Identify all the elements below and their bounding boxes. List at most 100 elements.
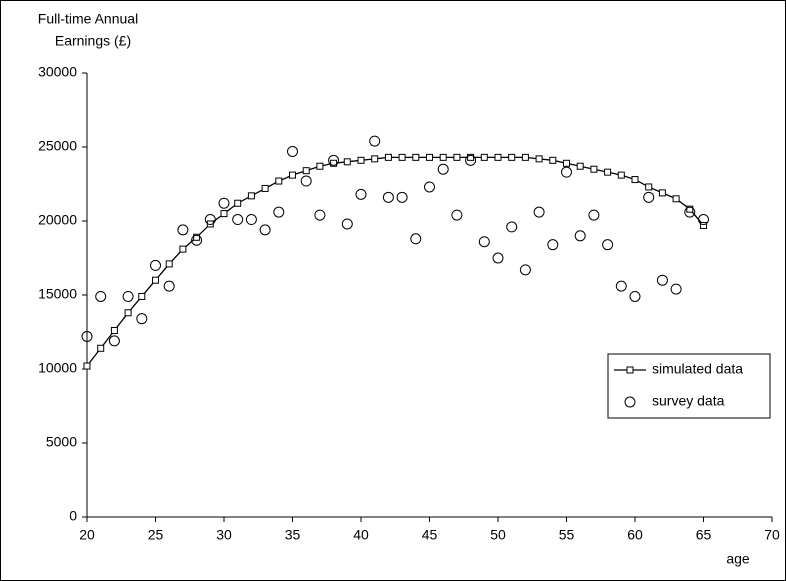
square-marker xyxy=(247,192,255,200)
square-marker xyxy=(658,189,666,197)
square-marker xyxy=(563,159,570,167)
square-marker xyxy=(234,199,242,207)
square-marker xyxy=(590,165,598,173)
square-marker xyxy=(700,221,707,229)
square-marker xyxy=(535,155,543,163)
circle-marker xyxy=(410,233,422,245)
x-tick-label: 25 xyxy=(148,527,164,543)
square-marker xyxy=(371,155,379,163)
y-tick-label: 10000 xyxy=(38,360,77,376)
y-tick-label: 5000 xyxy=(46,434,77,450)
y-axis-label: Full-time Annual xyxy=(38,11,138,27)
square-marker xyxy=(480,153,488,161)
circle-marker xyxy=(273,206,285,218)
x-tick-label: 35 xyxy=(285,527,301,543)
square-marker xyxy=(426,153,433,161)
circle-marker xyxy=(287,145,298,157)
square-marker xyxy=(138,292,146,300)
circle-marker xyxy=(424,181,435,193)
square-marker xyxy=(672,195,680,203)
y-tick-label: 25000 xyxy=(38,138,77,154)
circle-marker xyxy=(369,135,381,147)
square-marker xyxy=(165,260,173,268)
circle-marker xyxy=(136,313,148,325)
y-tick-label: 20000 xyxy=(38,212,77,228)
x-tick-label: 20 xyxy=(79,527,95,543)
square-marker xyxy=(494,153,502,161)
circle-marker xyxy=(684,206,696,218)
circle-marker xyxy=(259,224,271,236)
circle-marker xyxy=(218,197,230,209)
x-axis-label: age xyxy=(726,551,750,567)
x-tick-label: 55 xyxy=(559,527,575,543)
x-tick-label: 50 xyxy=(490,527,506,543)
series-line xyxy=(86,156,704,367)
square-marker xyxy=(179,245,187,253)
circle-marker xyxy=(533,206,545,218)
legend-label: survey data xyxy=(652,393,725,409)
circle-marker xyxy=(547,239,559,251)
x-tick-label: 65 xyxy=(696,527,712,543)
circle-marker xyxy=(519,264,531,276)
circle-marker xyxy=(314,209,326,221)
square-marker xyxy=(412,153,420,161)
square-marker xyxy=(110,327,118,335)
circle-marker xyxy=(670,283,682,295)
square-marker xyxy=(97,344,105,352)
circle-marker xyxy=(624,396,636,408)
circle-marker xyxy=(698,214,709,226)
x-tick-label: 40 xyxy=(353,527,369,543)
circle-marker xyxy=(478,236,490,248)
circle-marker xyxy=(177,224,189,236)
circle-marker xyxy=(81,330,93,342)
y-tick-label: 30000 xyxy=(38,64,77,80)
circle-marker xyxy=(643,191,655,203)
circle-marker xyxy=(451,209,463,221)
circle-marker xyxy=(492,252,504,264)
circle-marker xyxy=(574,230,586,242)
square-marker xyxy=(645,183,653,191)
circle-marker xyxy=(300,175,312,187)
x-tick-label: 45 xyxy=(422,527,438,543)
square-marker xyxy=(576,162,584,170)
square-marker xyxy=(617,171,625,179)
y-axis-label: Earnings (£) xyxy=(55,33,131,49)
square-marker xyxy=(453,153,461,161)
circle-marker xyxy=(245,214,257,226)
square-marker xyxy=(302,167,310,175)
circle-marker xyxy=(437,163,449,175)
circle-marker xyxy=(108,335,120,347)
circle-marker xyxy=(465,154,477,166)
square-marker xyxy=(384,153,392,161)
square-marker xyxy=(124,309,132,317)
y-tick-label: 0 xyxy=(69,508,77,524)
square-marker xyxy=(193,233,201,241)
square-marker xyxy=(626,366,634,374)
square-marker xyxy=(343,158,351,166)
square-marker xyxy=(83,362,91,370)
square-marker xyxy=(261,184,269,192)
square-marker xyxy=(275,177,283,185)
legend-label: simulated data xyxy=(652,361,743,377)
circle-marker xyxy=(122,290,134,302)
circle-marker xyxy=(382,191,394,203)
circle-marker xyxy=(328,154,340,166)
circle-marker xyxy=(588,209,600,221)
square-marker xyxy=(508,153,516,161)
circle-marker xyxy=(656,274,668,286)
square-marker xyxy=(631,176,639,184)
circle-marker xyxy=(355,188,367,200)
square-marker xyxy=(289,171,296,179)
square-marker xyxy=(316,162,324,170)
square-marker xyxy=(521,153,529,161)
square-marker xyxy=(220,210,228,218)
circle-marker xyxy=(629,290,641,302)
circle-marker xyxy=(396,191,408,203)
circle-marker xyxy=(204,214,216,226)
circle-marker xyxy=(95,290,107,302)
circle-marker xyxy=(163,280,175,292)
x-tick-label: 70 xyxy=(764,527,780,543)
x-tick-label: 60 xyxy=(627,527,643,543)
square-marker xyxy=(439,153,447,161)
x-tick-label: 30 xyxy=(216,527,232,543)
